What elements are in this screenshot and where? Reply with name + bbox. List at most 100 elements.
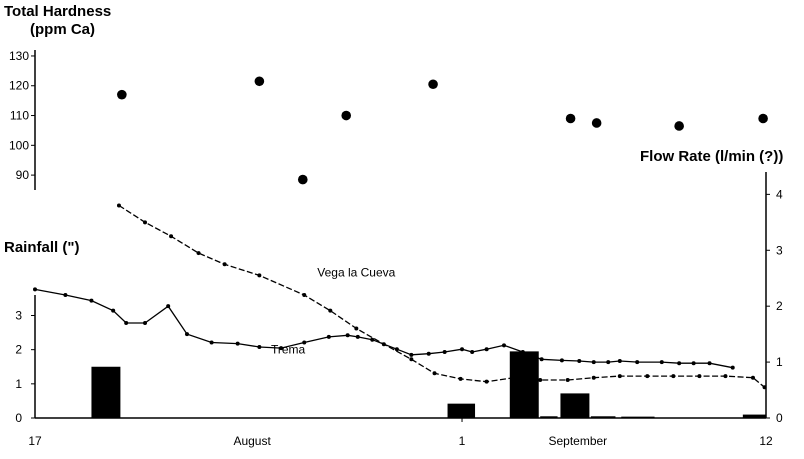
flow-series-point (169, 234, 174, 239)
rainfall-tick-label: 3 (15, 309, 22, 323)
flow-series-point (484, 379, 489, 384)
flow-tick-label: 3 (776, 243, 783, 257)
flow-series-point (697, 374, 702, 379)
hardness-tick-label: 110 (10, 109, 29, 123)
flow-series-label: Trema (271, 343, 306, 357)
rainfall-bar (509, 351, 539, 418)
rainfall-bar (91, 366, 121, 418)
flow-series-point (166, 304, 171, 309)
flow-tick-label: 4 (776, 187, 783, 201)
flow-series-line (118, 204, 766, 388)
flow-series-point (691, 361, 696, 366)
flow-series-point (426, 351, 431, 356)
flow-series-point (63, 293, 68, 297)
flow-series-point (677, 361, 682, 366)
x-tick-label: 12 (759, 434, 773, 448)
flow-series-point (591, 375, 596, 380)
flow-series-point (257, 344, 262, 349)
flow-series-point (257, 273, 262, 278)
flow-series-line (34, 288, 733, 369)
rainfall-bar (621, 416, 655, 419)
flow-series-point (559, 358, 564, 363)
rainfall-bars (91, 351, 766, 419)
flow-series-point (33, 287, 37, 292)
flow-series-point (196, 251, 201, 256)
flow-series-point (302, 340, 307, 345)
hardness-point (254, 76, 265, 87)
flow-series-point (565, 377, 570, 382)
flow-series-point (442, 350, 447, 355)
flow-series-point (409, 352, 414, 357)
rainfall-ticks: 0 1 2 3 (15, 309, 35, 425)
flow-series-point (235, 341, 240, 346)
rainfall-bar (447, 403, 476, 418)
hardness-ticks: 90 100 110 120 130 (9, 49, 35, 182)
hardness-point (565, 113, 576, 124)
rainfall-bar (560, 393, 590, 418)
hardness-point (591, 118, 602, 128)
flow-series-point (671, 374, 676, 379)
flow-series-point (645, 374, 650, 379)
flow-series-point (617, 374, 622, 379)
flow-series-point (116, 203, 121, 208)
x-tick-label: August (233, 434, 271, 448)
hardness-point (428, 79, 438, 90)
hardness-point (758, 113, 768, 124)
flow-series-point (302, 293, 307, 297)
flow-series-label: Vega la Cueva (317, 266, 395, 280)
flow-series-point (512, 375, 517, 380)
flow-series-point (354, 326, 359, 331)
flow-series-point (370, 337, 375, 342)
flow-series-point (470, 350, 475, 355)
flow-series-point (143, 220, 148, 225)
x-tick-label: 1 (459, 434, 466, 448)
flow-series-point (591, 360, 596, 365)
flow-series-point (458, 376, 463, 381)
rainfall-bar (590, 416, 616, 418)
flow-tick-label: 1 (776, 355, 783, 369)
flow-series-point (617, 358, 622, 363)
hardness-title-line-2: (ppm Ca) (30, 21, 95, 38)
rainfall-tick-label: 0 (15, 411, 22, 425)
flow-series-point (345, 333, 350, 338)
hardness-point (341, 110, 352, 121)
flow-title: Flow Rate (l/min (?)) (640, 148, 783, 165)
flow-series-point (143, 320, 148, 325)
hardness-point (674, 121, 684, 131)
flow-series-point (111, 308, 116, 313)
flow-series-point (730, 365, 735, 370)
flow-series: Vega la Cueva Trema (33, 203, 767, 390)
flow-series-point (635, 360, 640, 365)
x-tick-label: 17 (28, 434, 42, 448)
flow-series-point (723, 374, 728, 379)
flow-series-point (539, 357, 544, 362)
flow-series-point (606, 360, 611, 365)
flow-series-point (89, 298, 94, 303)
flow-series-point (184, 332, 189, 337)
flow-series-point (577, 358, 582, 363)
rainfall-tick-label: 2 (15, 343, 22, 357)
flow-series-point (750, 375, 755, 380)
flow-series-point (209, 340, 214, 345)
flow-series-point (432, 371, 437, 376)
flow-series-point (460, 347, 465, 352)
flow-series-point (659, 360, 664, 365)
x-ticks: 17 August 1 September 12 (28, 418, 773, 448)
x-tick-label: September (548, 434, 607, 448)
flow-series-point (409, 357, 414, 362)
hardness-tick-label: 90 (16, 168, 30, 182)
flow-series-point (484, 347, 489, 352)
flow-series-point (707, 361, 712, 366)
flow-tick-label: 2 (776, 299, 783, 313)
flow-series-point (762, 385, 767, 390)
flow-series-point (124, 320, 129, 325)
flow-series-point (326, 334, 331, 339)
hardness-points (117, 76, 768, 185)
flow-series-point (279, 346, 284, 351)
rainfall-bar (540, 416, 558, 418)
hardness-point (297, 174, 308, 185)
hardness-point (117, 89, 127, 100)
hardness-tick-label: 100 (9, 138, 29, 152)
flow-series-point (328, 308, 333, 313)
hardness-title-line-1: Total Hardness (4, 3, 111, 20)
